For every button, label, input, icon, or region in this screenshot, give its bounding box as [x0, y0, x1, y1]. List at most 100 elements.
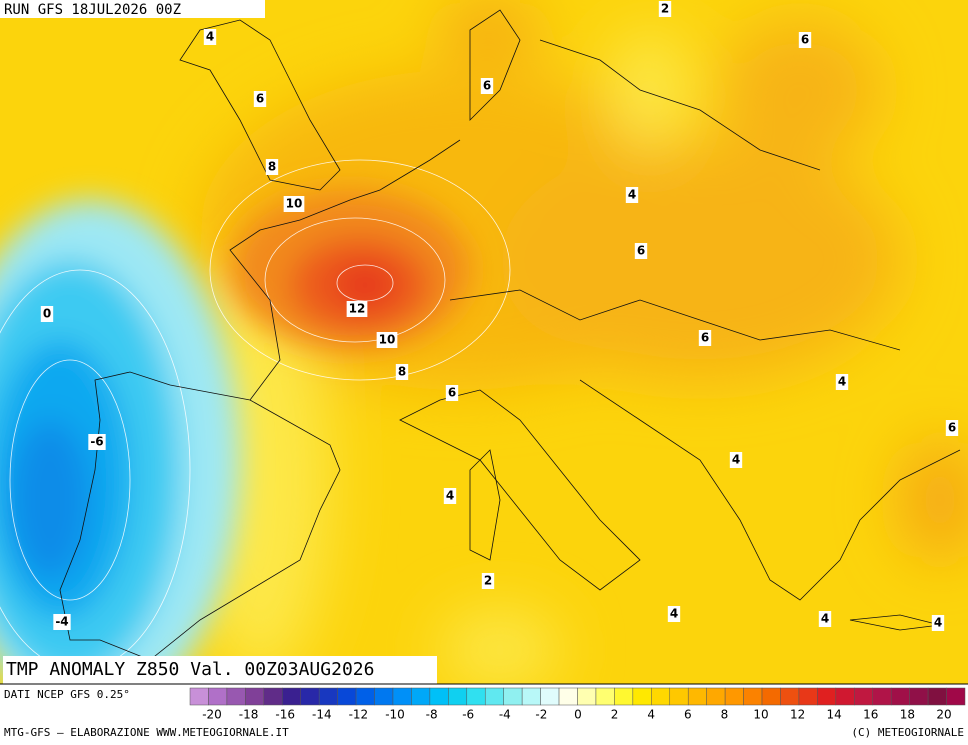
- contour-label: 0: [43, 307, 51, 321]
- colorbar-tick-label: 12: [790, 708, 805, 722]
- contour-label: 4: [446, 489, 454, 503]
- credit-label: MTG-GFS – ELABORAZIONE WWW.METEOGIORNALE…: [4, 726, 289, 739]
- colorbar-swatch: [263, 687, 283, 706]
- colorbar-swatch: [927, 687, 947, 706]
- colorbar-tick-label: -18: [239, 708, 259, 722]
- colorbar-tick-label: 8: [721, 708, 729, 722]
- contour-label-bg: [658, 1, 672, 17]
- contour-label-bg: [480, 78, 494, 94]
- contour-label: 4: [838, 375, 846, 389]
- contour-label-bg: [443, 488, 457, 504]
- coastline: [579, 379, 961, 601]
- colorbar-swatch: [669, 687, 689, 706]
- colorbar-swatch: [854, 687, 873, 706]
- contour-label: 6: [948, 421, 956, 435]
- colorbar-swatch: [245, 687, 265, 706]
- contour-label-bg: [265, 159, 279, 175]
- contour-label-bg: [283, 196, 305, 212]
- colorbar-swatch: [651, 687, 671, 706]
- contour-label: 12: [349, 302, 366, 316]
- colorbar-swatch: [484, 687, 504, 706]
- colorbar-swatch: [798, 687, 818, 706]
- contour-label-bg: [625, 187, 639, 203]
- contour-label-bg: [395, 364, 409, 380]
- colorbar-tick-label: -4: [499, 708, 511, 722]
- contour-label: -6: [90, 435, 103, 449]
- contour-label: 6: [637, 244, 645, 258]
- colorbar-swatch: [392, 687, 412, 706]
- contour-label-bg: [634, 243, 648, 259]
- contour-label-bg: [481, 573, 495, 589]
- colorbar-tick-label: 0: [574, 708, 582, 722]
- colorbar-swatch: [577, 687, 597, 706]
- contour-label-bg: [445, 385, 459, 401]
- contour-label: 4: [934, 616, 942, 630]
- isotherm: [264, 217, 446, 343]
- contour-label-bg: [798, 32, 812, 48]
- colorbar-tick-label: -20: [202, 708, 222, 722]
- colorbar-swatch: [743, 687, 763, 706]
- colorbar-swatch: [909, 687, 929, 706]
- colorbar-tick-label: 4: [647, 708, 655, 722]
- contour-label: 6: [701, 331, 709, 345]
- border: [449, 289, 901, 351]
- title-box: [3, 656, 437, 684]
- contour-label-bg: [698, 330, 712, 346]
- contour-label-bg: [53, 614, 71, 630]
- contour-label: 4: [732, 453, 740, 467]
- colorbar-swatch: [300, 687, 320, 706]
- colorbar-swatch: [448, 687, 468, 706]
- colorbar-swatch: [466, 687, 486, 706]
- colorbar-swatch: [632, 687, 652, 706]
- contour-label: 10: [286, 197, 303, 211]
- coastline: [229, 139, 461, 401]
- isotherm: [209, 159, 511, 381]
- isotherm: [9, 359, 131, 601]
- colorbar-swatch: [503, 687, 523, 706]
- colorbar-swatch: [835, 687, 855, 706]
- colorbar-swatch: [189, 687, 209, 706]
- colorbar-swatch: [411, 687, 431, 706]
- map-title: TMP ANOMALY Z850 Val. 00Z03AUG2026: [6, 659, 374, 680]
- contour-label-bg: [667, 606, 681, 622]
- run-label: RUN GFS 18JUL2026 00Z: [4, 2, 181, 18]
- coastline: [469, 9, 521, 121]
- temperature-field: [0, 0, 968, 684]
- colorbar-tick-label: -6: [462, 708, 474, 722]
- colorbar-swatch: [761, 687, 781, 706]
- colorbar-tick-label: -14: [312, 708, 332, 722]
- contour-label-bg: [835, 374, 849, 390]
- coastline: [399, 389, 641, 591]
- border: [539, 39, 821, 171]
- colorbar-swatch: [890, 687, 910, 706]
- colorbar-swatch: [355, 687, 375, 706]
- colorbar-tick-label: 14: [827, 708, 842, 722]
- contour-label: 6: [801, 33, 809, 47]
- colorbar-swatch: [946, 687, 966, 706]
- copyright-label: (C) METEOGIORNALE: [851, 726, 964, 739]
- contour-label-bg: [729, 452, 743, 468]
- colorbar-swatch: [226, 687, 246, 706]
- colorbar-tick-label: -10: [385, 708, 405, 722]
- contour-label: 10: [379, 333, 396, 347]
- colorbar-swatch: [724, 687, 744, 706]
- contour-label-bg: [40, 306, 54, 322]
- colorbar-swatch: [817, 687, 837, 706]
- colorbar-swatch: [706, 687, 726, 706]
- contour-label: 8: [398, 365, 406, 379]
- colorbar-swatch: [208, 687, 228, 706]
- contour-label-bg: [253, 91, 267, 107]
- colorbar-swatch: [872, 687, 892, 706]
- contour-label: 6: [483, 79, 491, 93]
- colorbar-tick-label: -12: [349, 708, 369, 722]
- contour-label: 6: [448, 386, 456, 400]
- contour-label: 8: [268, 160, 276, 174]
- contour-label-bg: [931, 615, 945, 631]
- coastline: [179, 19, 341, 191]
- coastline: [469, 449, 501, 561]
- colorbar: -20 -18 -16 -14 -12 -10 -8 -6 -4 -2 0 2 4 6 8 10 12 14 16 1…: [189, 687, 966, 722]
- colorbar-tick-label: 10: [753, 708, 768, 722]
- colorbar-swatch: [282, 687, 301, 706]
- contour-label: -4: [55, 615, 68, 629]
